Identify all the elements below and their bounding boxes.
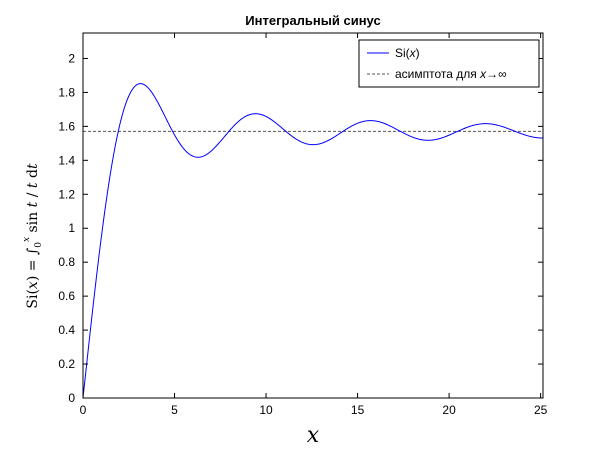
y-tick-label: 0 — [68, 391, 75, 405]
x-tick-label: 15 — [351, 403, 365, 417]
y-tick-label: 1.6 — [58, 119, 75, 133]
svg-text:Si(x) = ∫0x sin t / t dt: Si(x) = ∫0x sin t / t dt — [22, 163, 44, 309]
series-si-line — [82, 83, 544, 399]
x-tick-label: 5 — [171, 403, 178, 417]
legend-label-asymptote: асимптота для x→∞ — [395, 67, 507, 81]
y-tick-label: 1 — [68, 221, 75, 235]
legend: Si(x) асимптота для x→∞ — [358, 39, 540, 88]
y-tick-label: 0.4 — [58, 323, 75, 337]
x-tick-label: 20 — [442, 403, 456, 417]
y-tick-label: 1.4 — [58, 153, 75, 167]
x-tick-label: 0 — [80, 403, 87, 417]
axes-frame — [82, 32, 544, 399]
x-tick-label: 25 — [534, 403, 548, 417]
legend-box — [358, 39, 540, 88]
chart-title: Интегральный синус — [245, 13, 380, 28]
y-axis-label: Si(x) = ∫0x sin t / t dt — [22, 163, 44, 309]
y-tick-label: 0.2 — [58, 357, 75, 371]
x-tick-label: 10 — [259, 403, 273, 417]
plot-area — [82, 32, 544, 399]
axis-ticks: 0 5 10 15 20 25 0 0.2 0.4 0.6 0.8 1 1.2 1.4 1.6 1.8 2 — [58, 33, 548, 417]
x-axis-label: x — [307, 423, 320, 448]
legend-label-si: Si(x) — [395, 46, 420, 60]
y-tick-label: 0.6 — [58, 289, 75, 303]
y-tick-label: 1.8 — [58, 85, 75, 99]
y-tick-label: 1.2 — [58, 187, 75, 201]
y-tick-label: 2 — [68, 51, 75, 65]
y-tick-label: 0.8 — [58, 255, 75, 269]
